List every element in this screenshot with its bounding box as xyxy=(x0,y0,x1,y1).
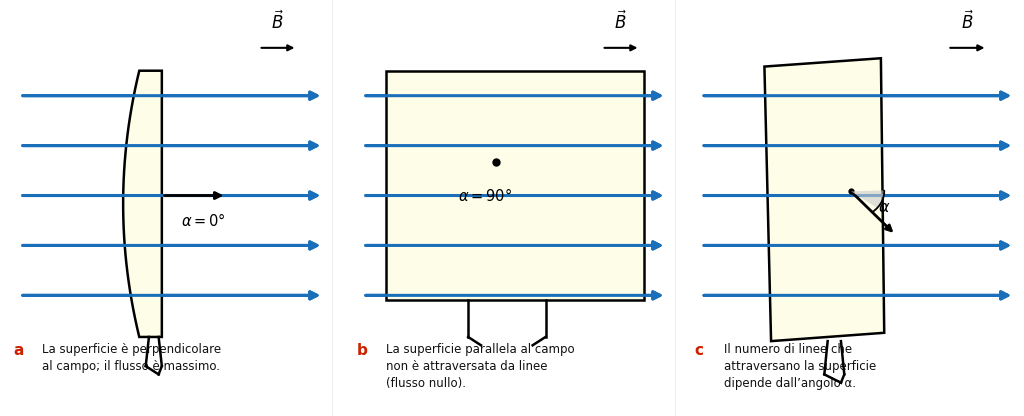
Polygon shape xyxy=(123,71,162,337)
Text: $\alpha$: $\alpha$ xyxy=(878,200,890,215)
Polygon shape xyxy=(764,58,885,341)
Bar xyxy=(385,71,643,300)
Text: Il numero di linee che
attraversano la superficie
dipende dall’angolo α.: Il numero di linee che attraversano la s… xyxy=(725,343,877,390)
Text: b: b xyxy=(356,343,368,358)
Text: $\vec{B}$: $\vec{B}$ xyxy=(271,11,285,33)
Text: c: c xyxy=(694,343,703,358)
Polygon shape xyxy=(851,191,884,208)
Text: $\vec{B}$: $\vec{B}$ xyxy=(961,11,974,33)
Text: $\alpha = 90°$: $\alpha = 90°$ xyxy=(458,187,512,204)
Text: La superficie è perpendicolare
al campo; il flusso è massimo.: La superficie è perpendicolare al campo;… xyxy=(43,343,221,373)
Text: $\vec{B}$: $\vec{B}$ xyxy=(614,11,628,33)
Text: a: a xyxy=(13,343,24,358)
Text: La superficie parallela al campo
non è attraversata da linee
(flusso nullo).: La superficie parallela al campo non è a… xyxy=(385,343,574,390)
Text: $\alpha = 0°$: $\alpha = 0°$ xyxy=(181,212,226,229)
